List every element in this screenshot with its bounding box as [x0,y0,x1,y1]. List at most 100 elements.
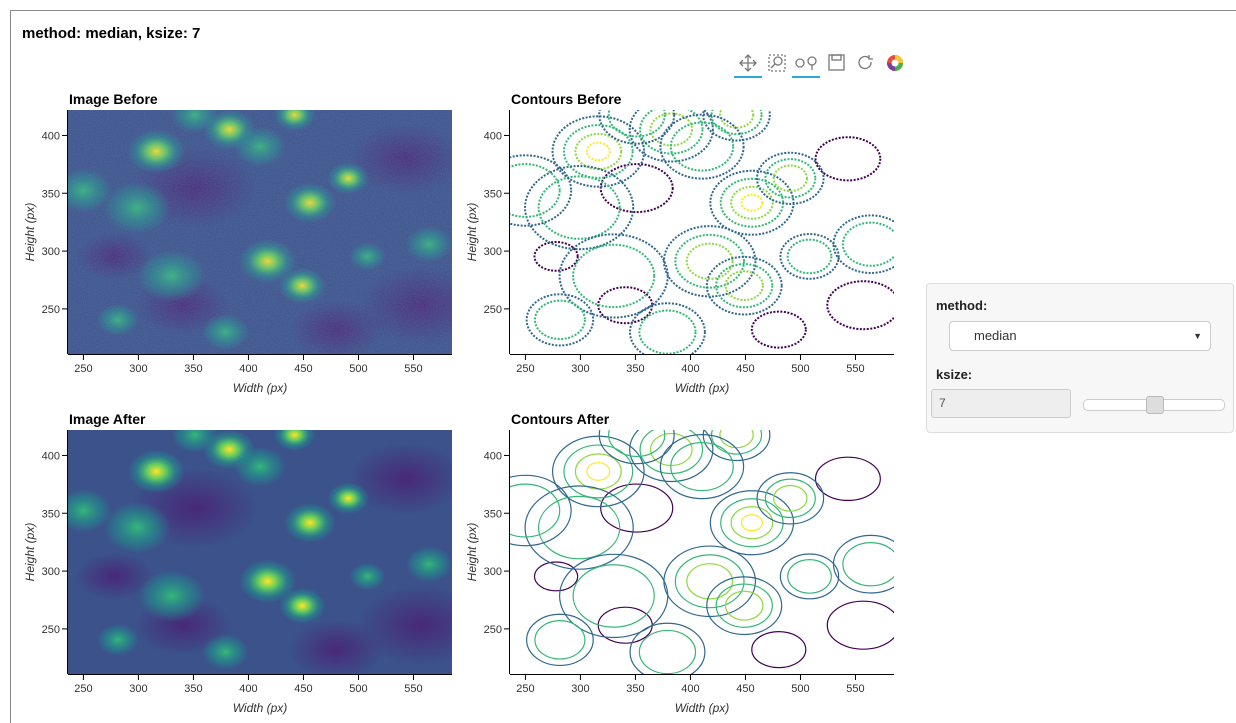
x-tick-label: 250 [516,363,534,375]
contour-line [639,110,704,155]
contour-line [586,462,611,481]
x-tick-label: 450 [294,363,312,375]
ksize-slider[interactable] [1083,396,1225,414]
contour-line [638,629,697,674]
contour-line [674,233,745,289]
y-tick-label: 300 [484,566,502,578]
contour-line [750,310,807,349]
bright-region [202,634,249,671]
x-tick-label: 450 [736,363,754,375]
plot: 250 300 350 400 450 500 550 250 300 350 400 Contour… [465,411,894,715]
contour-line [533,561,579,592]
x-tick-label: 250 [74,683,92,695]
box-zoom-tool[interactable] [768,54,786,72]
bright-region [327,482,370,515]
contour-line [524,165,635,251]
x-axis-label: Width (px) [675,701,730,715]
heatmap-image [68,430,452,674]
x-axis-label: Width (px) [233,701,288,715]
x-tick-label: 450 [294,683,312,695]
plot: 250 300 350 400 450 500 550 250 300 350 400 Contour… [465,91,894,395]
contour-line [786,238,833,275]
x-axis-label: Width (px) [675,381,730,395]
x-tick-label: 400 [681,683,699,695]
contour-line [510,154,573,227]
contour-line [740,193,764,212]
plot-title: Image After [69,411,146,427]
contour-line [659,113,745,180]
contour-line [705,255,783,316]
contour-line [724,270,764,302]
x-tick-label: 400 [239,683,257,695]
y-tick-label: 350 [484,188,502,200]
contour-line [558,233,669,319]
contour-line [724,590,764,621]
contour-line [674,554,745,609]
method-label: method: [936,298,988,313]
dark-region [348,442,452,515]
noise [68,110,452,354]
y-tick-label: 250 [484,624,502,636]
contour-line [600,483,674,533]
widget-box: method: median ▼ ksize: 7 [926,283,1234,433]
plot: 250 300 350 400 450 500 550 250 300 350 400 Image B… [23,91,452,395]
contour-line [685,242,734,280]
contour-line [756,151,825,205]
toolbar [734,54,903,78]
contour-line [599,163,674,214]
contour-line [572,243,656,309]
wheel-zoom-tool[interactable] [792,56,820,78]
y-tick-label: 300 [42,566,60,578]
bright-region [234,446,286,487]
plot: 250 300 350 400 450 500 550 250 300 350 400 Image A… [23,411,452,715]
contour-line [585,141,611,162]
x-tick-label: 500 [349,683,367,695]
method-value: median [974,328,1017,343]
y-tick-label: 300 [42,246,60,258]
bright-region [283,502,336,543]
y-tick-label: 250 [42,624,60,636]
ksize-input[interactable]: 7 [931,389,1071,418]
bright-region [103,501,171,554]
y-tick-label: 400 [42,130,60,142]
contour-line [533,241,579,272]
method-select[interactable]: median ▼ [949,321,1211,351]
slider-handle[interactable] [1146,396,1164,414]
pan-tool[interactable] [734,54,762,78]
contour-line [841,221,894,267]
plot-title: Image Before [69,91,158,107]
x-tick-label: 350 [184,683,202,695]
contour-line [779,233,840,280]
y-axis-label: Height (px) [23,203,37,262]
select-arrow: ▼ [1193,331,1202,341]
plot-title: Contours After [511,411,610,427]
x-tick-label: 400 [239,363,257,375]
x-tick-label: 350 [626,363,644,375]
contour-line [662,225,757,298]
save-tool[interactable] [828,54,845,71]
contour-line [719,430,754,449]
bright-region [349,562,386,591]
y-axis-label: Height (px) [23,523,37,582]
x-tick-label: 350 [184,363,202,375]
heatmap-image [68,110,452,354]
contour-line [715,263,774,309]
contour-line [826,280,894,331]
x-tick-label: 500 [349,363,367,375]
bright-region [137,569,206,622]
contour-line [537,175,621,240]
x-tick-label: 300 [129,683,147,695]
reset-tool[interactable] [858,55,873,70]
contour-line [510,163,561,218]
contour-line [629,622,706,674]
x-tick-label: 550 [846,363,864,375]
y-tick-label: 250 [42,304,60,316]
contour-line [710,110,763,136]
ksize-label: ksize: [936,367,973,382]
x-tick-label: 300 [129,363,147,375]
contour-line [669,121,735,172]
contour-line [537,495,621,560]
y-axis-label: Height (px) [465,203,479,262]
